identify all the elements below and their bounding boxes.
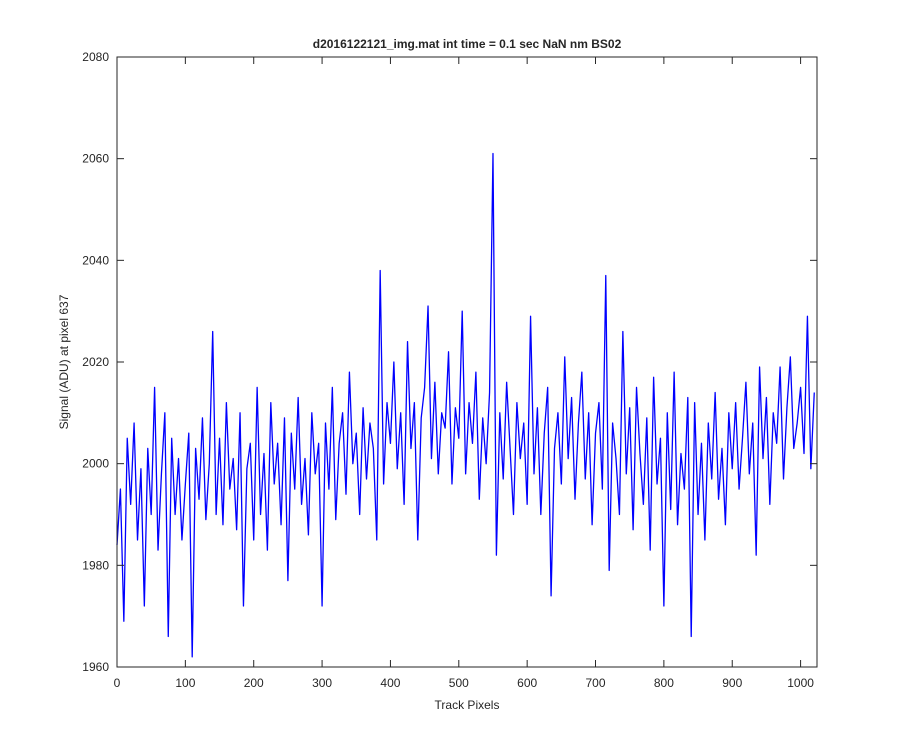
x-tick-label: 600 xyxy=(517,676,537,690)
y-tick-label: 2080 xyxy=(82,50,109,64)
x-tick-label: 200 xyxy=(244,676,264,690)
x-tick-label: 100 xyxy=(175,676,195,690)
y-axis-label: Signal (ADU) at pixel 637 xyxy=(57,294,71,429)
y-tick-label: 2040 xyxy=(82,253,109,267)
x-tick-label: 300 xyxy=(312,676,332,690)
x-tick-label: 700 xyxy=(586,676,606,690)
x-tick-label: 900 xyxy=(722,676,742,690)
chart-title: d2016122121_img.mat int time = 0.1 sec N… xyxy=(313,37,622,51)
y-tick-label: 1980 xyxy=(82,558,109,572)
x-tick-label: 400 xyxy=(380,676,400,690)
x-tick-label: 800 xyxy=(654,676,674,690)
data-line xyxy=(116,152,815,658)
y-tick-label: 2000 xyxy=(82,457,109,471)
x-tick-label: 500 xyxy=(449,676,469,690)
y-tick-label: 2020 xyxy=(82,355,109,369)
y-tick-label: 1960 xyxy=(82,660,109,674)
x-axis-label: Track Pixels xyxy=(435,698,500,712)
x-tick-label: 1000 xyxy=(787,676,814,690)
y-tick-label: 2060 xyxy=(82,152,109,166)
x-tick-label: 0 xyxy=(114,676,121,690)
